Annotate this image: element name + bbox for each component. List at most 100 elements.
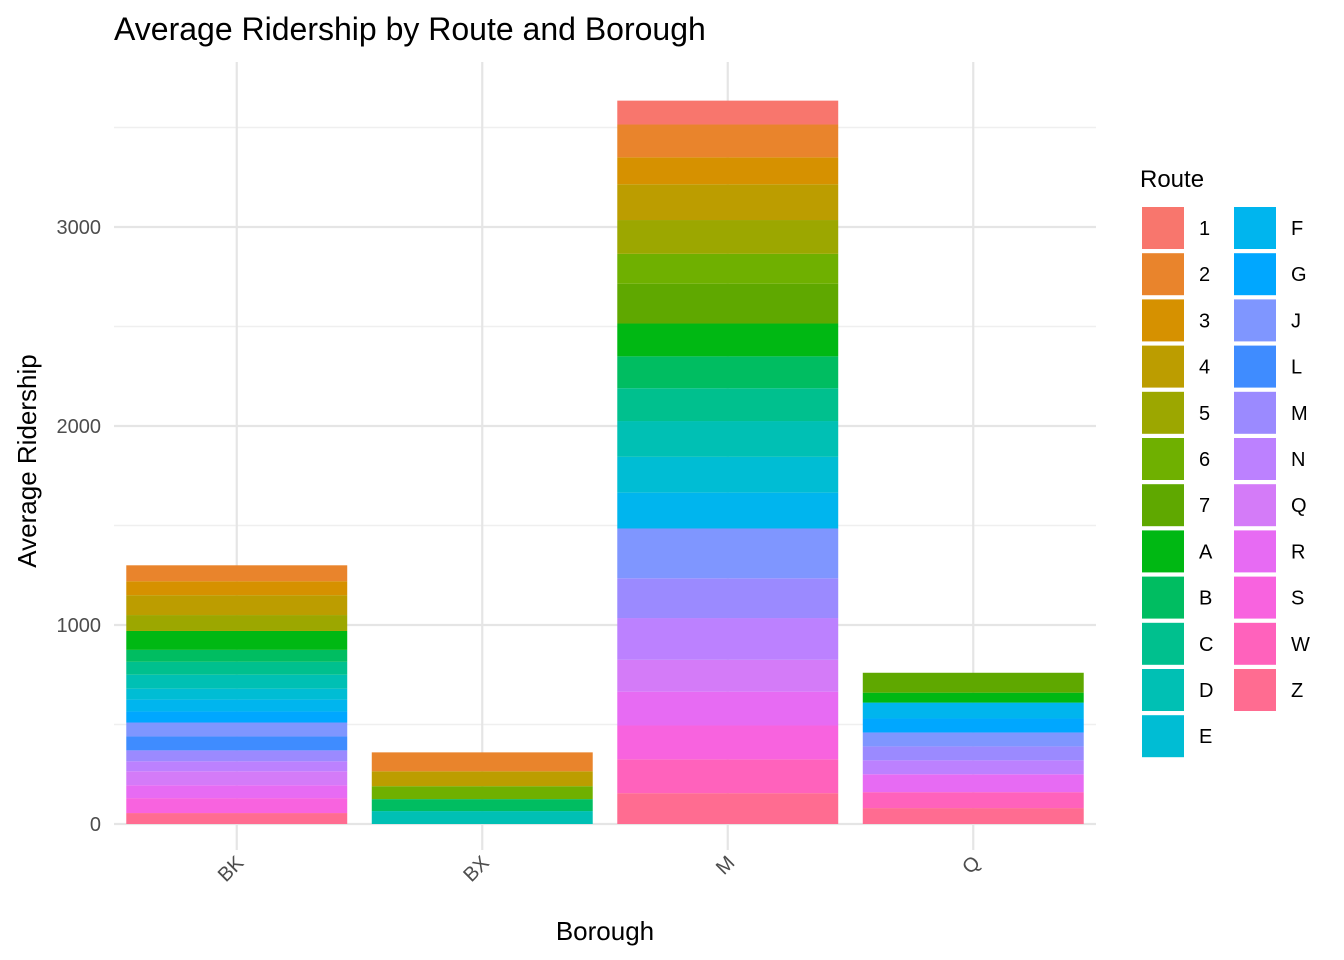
legend-label: 6 [1199, 449, 1210, 471]
y-axis-ticks: 0 1000 2000 3000 [57, 217, 102, 836]
legend-swatch [1234, 622, 1276, 665]
legend-item-a: A [1142, 530, 1213, 573]
legend-label: B [1199, 588, 1212, 610]
legend-item-r: R [1234, 530, 1305, 573]
bar-segment-bx-6 [371, 786, 593, 800]
bar-segment-m-c [617, 388, 839, 422]
bar-segment-bk-r [126, 785, 348, 799]
bar-segment-bk-a [126, 630, 348, 650]
bar-segment-bk-f [126, 699, 348, 712]
legend-swatch [1234, 576, 1276, 619]
bar-segment-q-r [862, 774, 1084, 793]
legend-swatch [1142, 391, 1184, 434]
legend-label: N [1291, 449, 1305, 471]
bar-segment-q-z [862, 808, 1084, 824]
legend-item-6: 6 [1142, 438, 1210, 480]
bar-segment-bx-b [371, 799, 593, 812]
legend-swatch [1142, 530, 1184, 573]
legend-item-n: N [1234, 438, 1305, 480]
legend-swatch [1142, 299, 1184, 342]
legend-label: 7 [1199, 495, 1210, 517]
legend-swatch [1234, 391, 1276, 434]
legend-item-w: W [1234, 622, 1310, 665]
legend-item-5: 5 [1142, 391, 1210, 434]
bar-stack-q [862, 672, 1084, 824]
legend-label: Z [1291, 680, 1303, 702]
legend-item-s: S [1234, 576, 1304, 619]
bar-segment-m-q [617, 659, 839, 692]
bar-segment-bk-2 [126, 565, 348, 582]
legend-swatch [1234, 345, 1276, 388]
legend-label: M [1291, 403, 1308, 425]
bar-segment-m-f [617, 492, 839, 529]
legend-item-l: L [1234, 345, 1302, 388]
y-axis-title: Average Ridership [12, 354, 42, 567]
chart-title: Average Ridership by Route and Borough [114, 11, 706, 47]
bar-segment-bk-z [126, 813, 348, 824]
legend-label: 3 [1199, 310, 1210, 332]
legend-swatch [1234, 207, 1276, 249]
bar-stacks [126, 100, 1084, 824]
bar-segment-m-n [617, 618, 839, 660]
legend-item-7: 7 [1142, 484, 1210, 527]
legend-label: F [1291, 218, 1303, 240]
x-tick-label: BK [214, 852, 249, 887]
y-tick-label: 2000 [57, 416, 102, 438]
legend-item-z: Z [1234, 669, 1303, 711]
legend-label: 4 [1199, 357, 1210, 379]
y-tick-label: 3000 [57, 217, 102, 239]
bar-segment-m-5 [617, 220, 839, 254]
bar-segment-bk-c [126, 661, 348, 675]
legend: Route 1 2 3 4 5 6 7 A B C D E F G J L M N Q R S W Z [1140, 166, 1310, 758]
bar-segment-m-3 [617, 157, 839, 185]
bar-segment-m-r [617, 691, 839, 726]
legend-item-b: B [1142, 576, 1212, 619]
bar-segment-bk-q [126, 771, 348, 786]
x-tick-label: Q [958, 852, 985, 879]
legend-swatch [1234, 438, 1276, 480]
legend-swatch [1142, 207, 1184, 249]
bar-segment-m-w [617, 759, 839, 794]
legend-swatch [1142, 576, 1184, 619]
legend-label: A [1199, 541, 1213, 563]
bar-segment-bk-l [126, 736, 348, 751]
legend-item-j: J [1234, 299, 1301, 342]
bar-segment-m-e [617, 456, 839, 493]
legend-label: E [1199, 726, 1212, 748]
legend-label: G [1291, 264, 1307, 286]
bar-segment-bk-g [126, 711, 348, 723]
legend-item-1: 1 [1142, 207, 1210, 249]
legend-item-c: C [1142, 622, 1213, 665]
legend-label: S [1291, 588, 1304, 610]
legend-swatch [1142, 715, 1184, 758]
bar-segment-q-f [862, 702, 1084, 719]
bar-segment-q-n [862, 760, 1084, 775]
bar-segment-bx-4 [371, 771, 593, 787]
legend-swatch [1142, 345, 1184, 388]
bar-segment-bk-e [126, 688, 348, 700]
x-tick-label: M [712, 852, 739, 879]
legend-item-4: 4 [1142, 345, 1210, 388]
legend-label: D [1199, 680, 1213, 702]
legend-label: R [1291, 541, 1305, 563]
legend-swatch [1234, 253, 1276, 296]
bar-segment-q-w [862, 792, 1084, 809]
legend-item-e: E [1142, 715, 1212, 758]
legend-swatch [1142, 622, 1184, 665]
legend-label: 1 [1199, 218, 1210, 240]
legend-label: 2 [1199, 264, 1210, 286]
bar-segment-m-7 [617, 283, 839, 324]
bar-segment-q-7 [862, 672, 1084, 693]
legend-swatch [1142, 253, 1184, 296]
bar-segment-q-g [862, 718, 1084, 733]
bar-segment-bk-j [126, 722, 348, 737]
bar-stack-bx [371, 752, 593, 824]
bar-segment-m-s [617, 725, 839, 760]
legend-item-d: D [1142, 669, 1213, 711]
legend-swatch [1234, 669, 1276, 711]
bar-segment-m-d [617, 421, 839, 457]
legend-item-q: Q [1234, 484, 1307, 527]
legend-label: J [1291, 310, 1301, 332]
bar-segment-bk-4 [126, 595, 348, 616]
